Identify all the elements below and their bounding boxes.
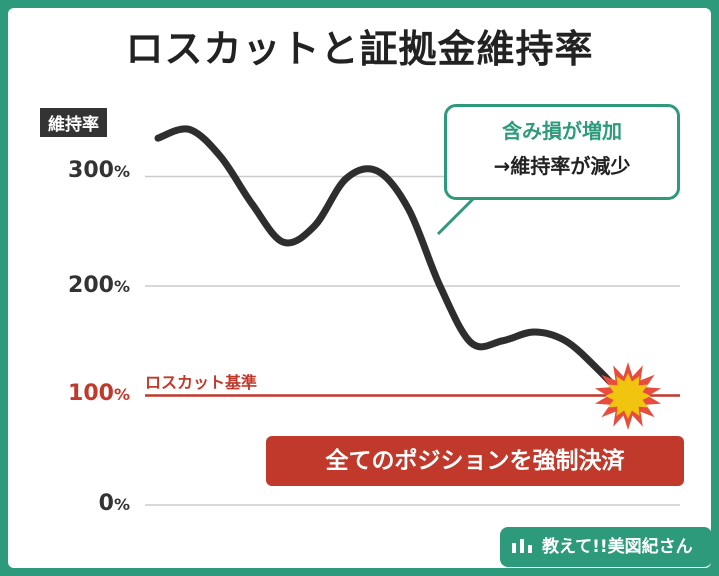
y-tick-label: 200% [68, 273, 130, 298]
y-tick-label: 100% [68, 381, 130, 406]
explosion-core [605, 373, 651, 419]
candlestick-icon [512, 539, 532, 553]
forced-liquidation-banner: 全てのポジションを強制決済 [266, 436, 684, 486]
y-tick-label: 0% [98, 491, 130, 516]
callout-line1: 含み損が増加 [502, 119, 622, 143]
brand-logo: 教えて!!美図紀さん [500, 527, 712, 567]
callout-box: 含み損が増加 →維持率が減少 [444, 104, 680, 200]
callout-pointer [436, 196, 476, 236]
y-axis-label: 維持率 [40, 108, 107, 137]
threshold-label: ロスカット基準 [145, 373, 258, 392]
brand-logo-text: 教えて!!美図紀さん [542, 537, 693, 557]
series-line [154, 125, 632, 405]
chart-title: ロスカットと証拠金維持率 [125, 27, 594, 71]
y-tick-label: 300% [68, 158, 130, 183]
callout-line2: →維持率が減少 [493, 154, 631, 178]
